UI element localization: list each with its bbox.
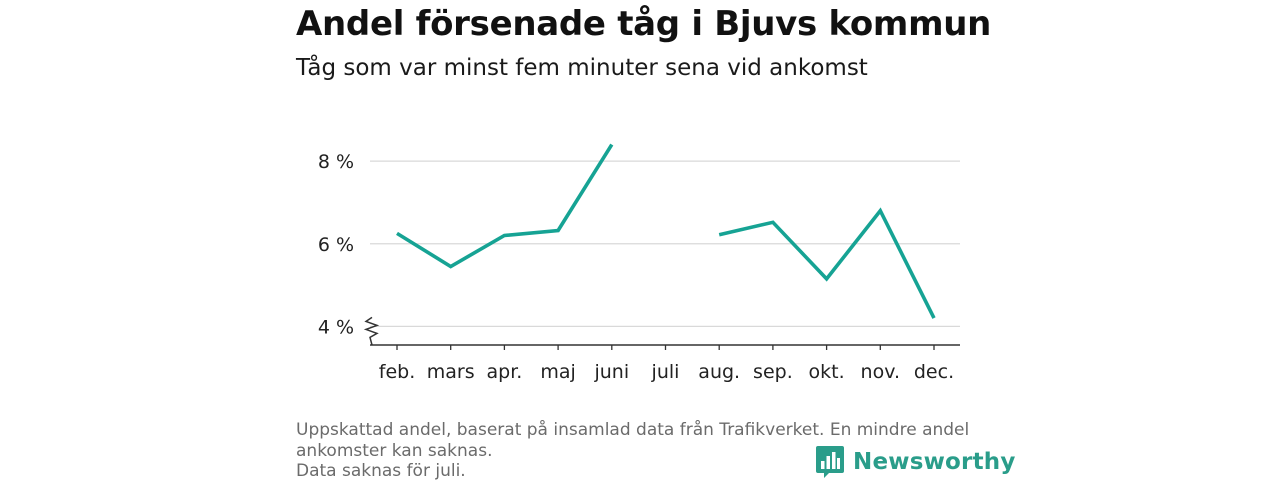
x-tick-label: dec.: [914, 361, 954, 383]
x-tick-label: feb.: [379, 361, 415, 383]
x-tick-label: sep.: [753, 361, 793, 383]
axis-break-mark: [366, 317, 377, 345]
brand-logo[interactable]: Newsworthy: [815, 445, 1016, 479]
footnote-line-1: Uppskattad andel, baserat på insamlad da…: [296, 420, 986, 441]
y-tick-label: 6 %: [318, 234, 354, 256]
x-tick-label: nov.: [861, 361, 900, 383]
x-tick-label: juni: [593, 361, 629, 383]
x-tick-label: okt.: [809, 361, 845, 383]
series-line: [719, 211, 934, 318]
y-tick-label: 8 %: [318, 151, 354, 173]
y-axis-ticks: 4 % 6 % 8 %: [318, 151, 354, 338]
grid-lines: [370, 161, 960, 326]
x-axis: [366, 317, 960, 345]
brand-name: Newsworthy: [853, 449, 1016, 475]
y-tick-label: 4 %: [318, 316, 354, 338]
x-tick-label: juli: [651, 361, 680, 383]
series-group: [397, 144, 934, 318]
x-tick-label: aug.: [698, 361, 740, 383]
newsworthy-logo-icon: [815, 445, 845, 479]
x-tick-label: apr.: [486, 361, 522, 383]
x-tick-label: maj: [540, 361, 575, 383]
x-tick-label: mars: [427, 361, 475, 383]
series-line: [397, 145, 612, 267]
